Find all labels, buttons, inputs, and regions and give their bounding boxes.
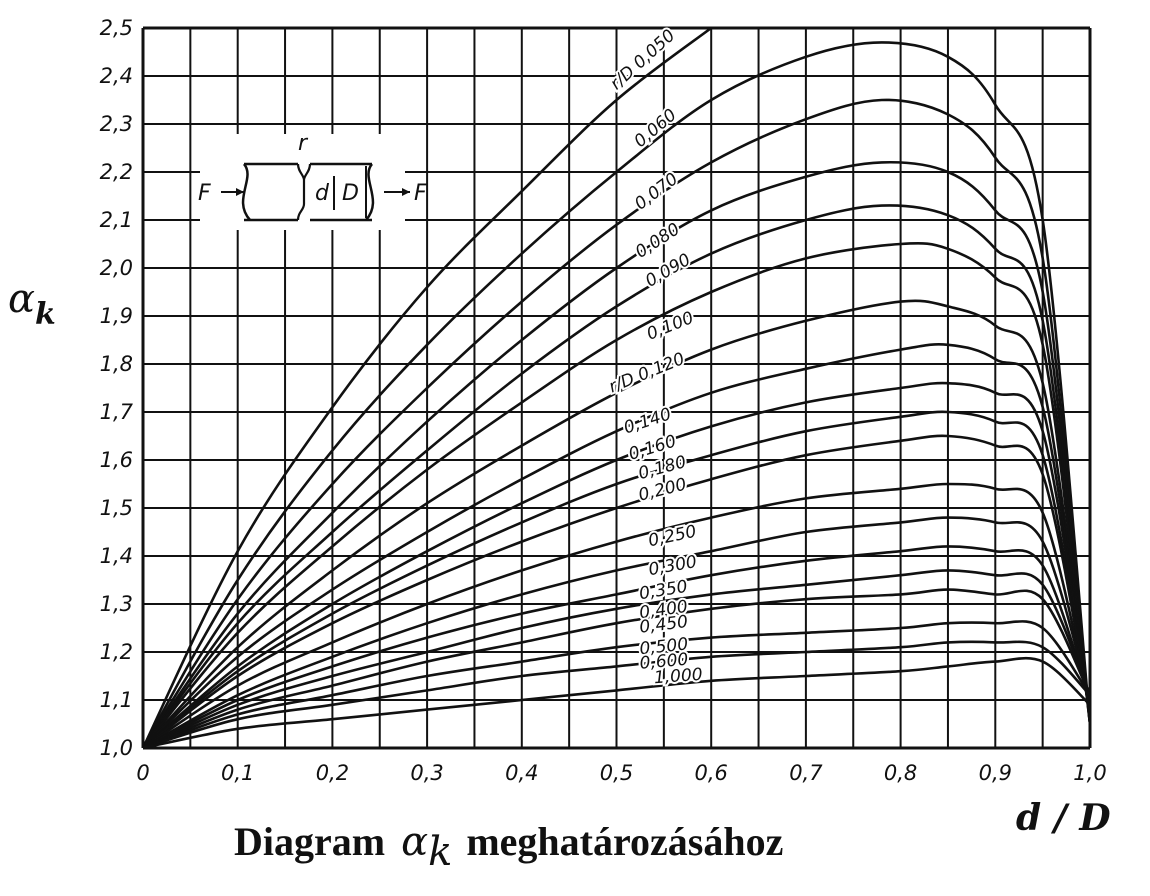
caption-prefix: Diagram (234, 819, 385, 864)
x-tick-label: 1,0 (1073, 761, 1106, 785)
y-tick-label: 1,9 (100, 304, 133, 328)
x-tick-label: 0,5 (600, 761, 633, 785)
chart-caption: Diagram αk meghatározásához (234, 819, 783, 875)
curves (143, 28, 1090, 748)
x-tick-label: 0,8 (884, 761, 917, 785)
series-line (143, 299, 1090, 748)
series-line (143, 410, 1090, 748)
y-tick-label: 1,4 (100, 544, 133, 568)
x-tick-label: 0,3 (410, 761, 443, 785)
series-line (143, 516, 1090, 748)
curve-label: 0,060 (631, 105, 681, 152)
y-axis-subscript: k (35, 297, 56, 332)
series-line (143, 620, 1090, 748)
curve-label: 0,070 (631, 169, 682, 214)
series-line (143, 160, 1090, 748)
curve-label: 1,000 (653, 665, 703, 688)
y-tick-label: 1,0 (100, 736, 133, 760)
curve-label: r/D 0,120 (606, 349, 688, 397)
x-tick-label: 0,2 (316, 761, 349, 785)
series-line (143, 569, 1090, 748)
series-line (143, 545, 1090, 748)
x-tick-label: 0,6 (694, 761, 727, 785)
series-line (143, 381, 1090, 748)
curve-label: 0,100 (644, 308, 697, 345)
y-tick-label: 1,6 (100, 448, 133, 472)
tick-labels: 1,0 1,1 1,2 1,3 1,4 1,5 1,6 1,7 1,8 1,9 2,0 2,1 2,2 2… (100, 16, 1107, 785)
series-line (143, 482, 1090, 748)
inset-d-label: d (315, 181, 330, 206)
x-axis-label: d / D (1016, 797, 1111, 839)
y-tick-label: 1,3 (100, 592, 133, 616)
x-tick-label: 0,7 (789, 761, 823, 785)
caption-subscript: k (428, 829, 452, 875)
series-line (143, 41, 1090, 748)
y-tick-label: 2,2 (100, 160, 133, 184)
x-tick-label: 0,9 (979, 761, 1012, 785)
y-tick-label: 2,1 (100, 208, 133, 232)
series-line (143, 588, 1090, 748)
curve-label: 0,250 (647, 522, 699, 552)
series-line (143, 204, 1090, 748)
caption-suffix: meghatározásához (466, 819, 783, 864)
inset-r-label: r (298, 131, 309, 156)
grooved-bar-inset: r d D F F (198, 131, 427, 230)
y-tick-label: 2,5 (100, 16, 133, 40)
y-tick-label: 1,2 (100, 640, 133, 664)
caption-symbol: α (401, 819, 428, 865)
inset-F-left: F (198, 181, 211, 206)
y-tick-label: 2,0 (100, 256, 133, 280)
y-tick-label: 2,3 (100, 112, 133, 136)
series-line (143, 656, 1090, 748)
series-line (143, 241, 1090, 748)
inset-D-label: D (342, 181, 359, 206)
series-line (143, 640, 1090, 748)
x-tick-label: 0 (136, 761, 149, 785)
series-line (143, 28, 712, 748)
x-tick-label: 0,1 (221, 761, 254, 785)
y-tick-label: 1,7 (100, 400, 134, 424)
y-tick-label: 1,1 (100, 688, 133, 712)
y-axis-symbol: α (8, 276, 35, 322)
y-tick-label: 2,4 (100, 64, 133, 88)
y-axis-label: αk (8, 276, 56, 332)
series-line (143, 98, 1090, 748)
y-tick-label: 1,8 (100, 352, 133, 376)
series-line (143, 343, 1090, 748)
y-tick-label: 1,5 (100, 496, 133, 520)
series-line (143, 434, 1090, 748)
x-tick-label: 0,4 (505, 761, 538, 785)
inset-F-right: F (414, 181, 427, 206)
